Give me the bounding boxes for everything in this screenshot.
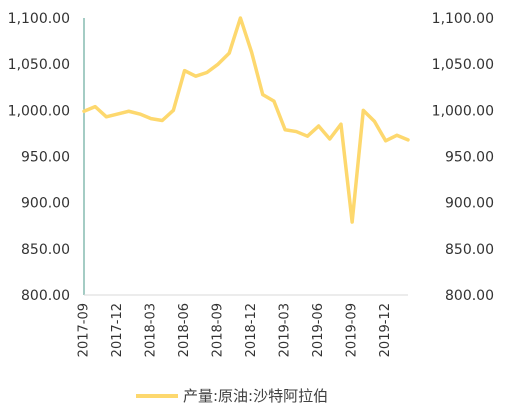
data-point[interactable] [261, 93, 265, 97]
right-y-tick-label: 1,000.00 [432, 103, 494, 119]
data-point[interactable] [305, 134, 309, 138]
right-y-tick-label: 1,050.00 [432, 57, 494, 73]
x-tick-label: 2019-03 [278, 303, 293, 357]
data-point[interactable] [183, 69, 187, 73]
data-point[interactable] [372, 119, 376, 123]
data-point[interactable] [116, 112, 120, 116]
right-y-tick-label: 850.00 [445, 242, 494, 258]
right-y-tick-label: 900.00 [445, 196, 494, 212]
data-point[interactable] [283, 128, 287, 132]
x-tick-label: 2018-09 [211, 303, 226, 357]
left-y-tick-label: 900.00 [21, 196, 70, 212]
data-point[interactable] [238, 16, 242, 20]
left-y-tick-label: 850.00 [21, 242, 70, 258]
x-tick-label: 2019-09 [345, 303, 360, 357]
x-axis-ticks: 2017-09 2017-12 2018-03 2018-06 2018-09 2018-… [77, 303, 394, 357]
series-group [82, 16, 410, 224]
x-tick-label: 2017-09 [77, 303, 92, 357]
data-point[interactable] [395, 133, 399, 137]
data-point[interactable] [160, 118, 164, 122]
legend-label: 产量:原油:沙特阿拉伯 [183, 387, 328, 405]
left-y-tick-label: 800.00 [21, 288, 70, 304]
data-point[interactable] [272, 99, 276, 103]
x-tick-label: 2019-06 [311, 303, 326, 357]
data-point[interactable] [149, 117, 153, 121]
left-y-tick-label: 950.00 [21, 150, 70, 166]
data-point[interactable] [250, 50, 254, 54]
series-line[interactable] [82, 16, 410, 224]
left-y-tick-label: 1,000.00 [8, 103, 70, 119]
data-point[interactable] [384, 139, 388, 143]
data-point[interactable] [350, 220, 354, 224]
left-y-tick-label: 1,050.00 [8, 57, 70, 73]
data-point[interactable] [82, 109, 86, 113]
x-tick-label: 2018-06 [177, 303, 192, 357]
x-tick-label: 2018-12 [244, 303, 259, 357]
data-point[interactable] [328, 137, 332, 141]
x-tick-label: 2017-12 [110, 303, 125, 357]
data-point[interactable] [194, 74, 198, 78]
data-point[interactable] [171, 108, 175, 112]
data-point[interactable] [138, 112, 142, 116]
data-point[interactable] [93, 105, 97, 109]
data-point[interactable] [227, 51, 231, 55]
right-y-tick-label: 950.00 [445, 150, 494, 166]
data-point[interactable] [317, 124, 321, 128]
data-point[interactable] [104, 115, 108, 119]
left-y-axis-ticks: 800.00 850.00 900.00 950.00 1,000.00 1,050.00… [8, 11, 70, 304]
x-tick-label: 2019-12 [378, 303, 393, 357]
left-y-tick-label: 1,100.00 [8, 11, 70, 27]
data-point[interactable] [361, 108, 365, 112]
data-point[interactable] [294, 130, 298, 134]
right-y-tick-label: 800.00 [445, 288, 494, 304]
data-point[interactable] [205, 70, 209, 74]
right-y-axis-ticks: 800.00 850.00 900.00 950.00 1,000.00 1,050.00… [432, 11, 494, 304]
legend[interactable]: 产量:原油:沙特阿拉伯 [136, 387, 328, 405]
data-point[interactable] [216, 62, 220, 66]
right-y-tick-label: 1,100.00 [432, 11, 494, 27]
data-point[interactable] [339, 122, 343, 126]
data-point[interactable] [127, 109, 131, 113]
data-point[interactable] [406, 138, 410, 142]
x-tick-label: 2018-03 [144, 303, 159, 357]
